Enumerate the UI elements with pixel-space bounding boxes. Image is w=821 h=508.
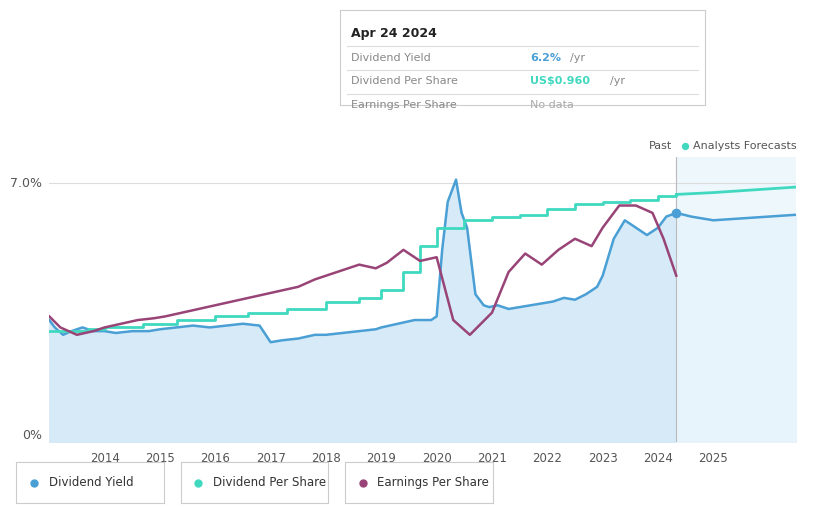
Bar bbox=[677, 157, 796, 442]
Text: No data: No data bbox=[530, 100, 574, 110]
Point bbox=[28, 479, 41, 487]
Text: Dividend Yield: Dividend Yield bbox=[351, 53, 431, 63]
Text: Dividend Yield: Dividend Yield bbox=[49, 476, 134, 489]
Text: 6.2%: 6.2% bbox=[530, 53, 561, 63]
Text: Earnings Per Share: Earnings Per Share bbox=[378, 476, 489, 489]
Text: Dividend Per Share: Dividend Per Share bbox=[213, 476, 326, 489]
Text: Earnings Per Share: Earnings Per Share bbox=[351, 100, 456, 110]
Text: /yr: /yr bbox=[610, 77, 625, 86]
Text: Analysts Forecasts: Analysts Forecasts bbox=[693, 141, 796, 151]
Text: Apr 24 2024: Apr 24 2024 bbox=[351, 27, 437, 40]
Text: 0%: 0% bbox=[22, 429, 42, 442]
Text: 7.0%: 7.0% bbox=[10, 177, 42, 190]
Point bbox=[192, 479, 205, 487]
Point bbox=[670, 209, 683, 217]
Text: /yr: /yr bbox=[570, 53, 585, 63]
Text: Past: Past bbox=[649, 141, 672, 151]
Point bbox=[356, 479, 369, 487]
Text: US$0.960: US$0.960 bbox=[530, 77, 589, 86]
Text: Dividend Per Share: Dividend Per Share bbox=[351, 77, 458, 86]
